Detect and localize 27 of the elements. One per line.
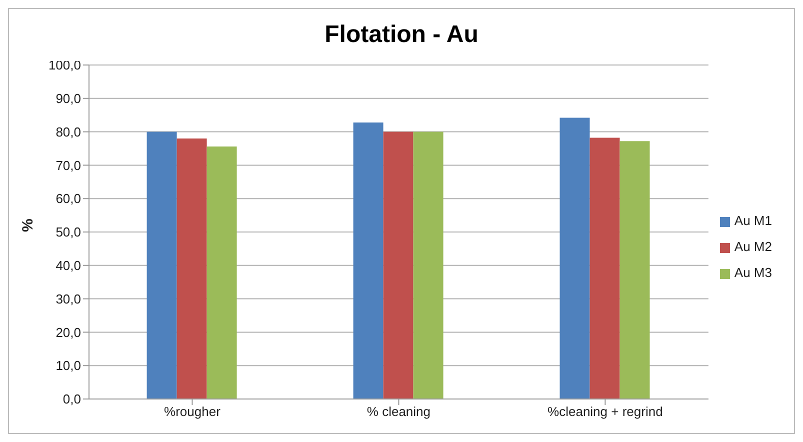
y-axis-title: % xyxy=(19,218,36,232)
bar xyxy=(146,132,177,399)
bar xyxy=(413,132,444,399)
y-tick-label: 10,0 xyxy=(56,358,81,374)
bar xyxy=(560,118,590,399)
bar xyxy=(590,138,620,399)
bar xyxy=(206,146,237,399)
legend-label: Au M1 xyxy=(734,213,772,228)
y-tick-label: 30,0 xyxy=(56,291,81,306)
bar xyxy=(383,132,414,399)
y-tick-label: 70,0 xyxy=(56,158,81,173)
y-tick-label: 40,0 xyxy=(56,258,81,274)
chart-title: Flotation - Au xyxy=(324,21,478,48)
bar xyxy=(176,138,207,399)
y-tick-label: 80,0 xyxy=(56,124,81,140)
x-tick-label: %cleaning + regrind xyxy=(548,404,663,420)
y-tick-label: 50,0 xyxy=(56,224,81,240)
y-tick-label: 0,0 xyxy=(62,392,81,407)
legend-label: Au M3 xyxy=(734,265,772,280)
x-tick-label: %rougher xyxy=(164,404,222,420)
bar xyxy=(353,122,384,399)
bar xyxy=(620,141,650,399)
legend-label: Au M2 xyxy=(734,239,772,254)
y-tick-label: 20,0 xyxy=(56,324,81,340)
y-tick-label: 90,0 xyxy=(56,91,81,106)
x-tick-label: % cleaning xyxy=(366,404,431,420)
y-tick-label: 60,0 xyxy=(56,191,81,206)
